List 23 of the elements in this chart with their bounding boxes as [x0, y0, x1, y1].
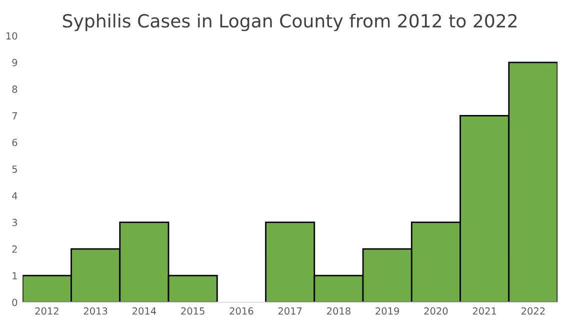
- x-tick-label: 2018: [327, 307, 350, 315]
- x-tick-label: 2021: [472, 307, 496, 315]
- y-tick-label: 9: [12, 58, 18, 66]
- x-tick-label: 2012: [35, 307, 58, 315]
- x-tick-label: 2013: [84, 307, 108, 315]
- x-tick-label: 2014: [132, 307, 156, 315]
- x-tick-label: 2017: [278, 307, 302, 315]
- y-tick-label: 0: [12, 298, 18, 306]
- x-tick-label: 2015: [181, 307, 204, 315]
- y-tick-label: 1: [12, 272, 17, 280]
- y-tick-label: 10: [6, 32, 18, 40]
- y-tick-label: 7: [12, 112, 17, 120]
- x-tick-label: 2020: [424, 307, 448, 315]
- y-tick-label: 2: [12, 245, 17, 253]
- y-tick-label: 6: [12, 138, 18, 146]
- x-tick-label: 2022: [522, 307, 545, 315]
- y-tick-label: 4: [12, 192, 18, 200]
- x-tick-label: 2016: [230, 307, 254, 315]
- y-tick-label: 5: [12, 166, 17, 173]
- y-tick-label: 8: [12, 86, 18, 93]
- y-tick-label: 3: [12, 218, 17, 226]
- chart-title: Syphilis Cases in Logan County from 2012 to 2022: [62, 14, 517, 32]
- x-tick-label: 2019: [376, 307, 400, 315]
